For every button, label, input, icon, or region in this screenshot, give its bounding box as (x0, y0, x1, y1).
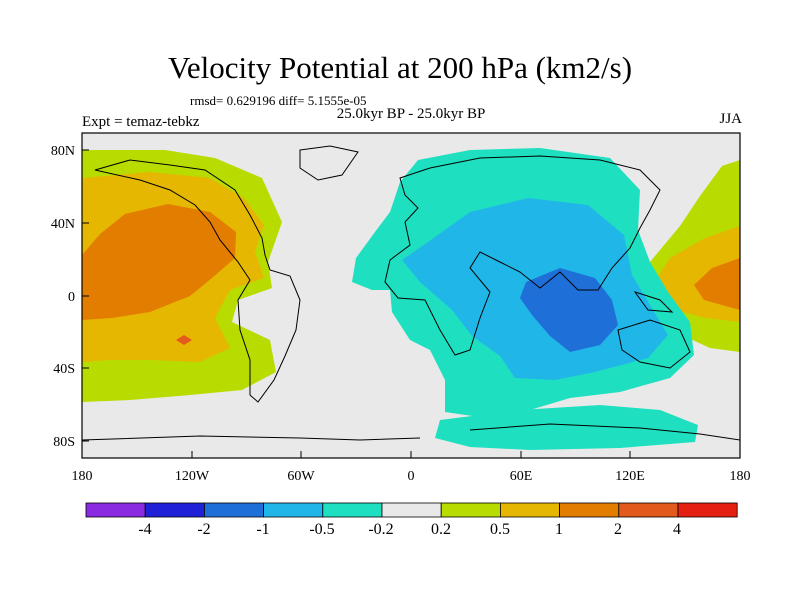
coastlines (82, 145, 740, 441)
map-title: Velocity Potential at 200 hPa (km2/s) (167, 50, 633, 85)
lon-tick-label: 60W (287, 469, 315, 484)
colorbar-label: -4 (138, 521, 151, 538)
colorbar-label: 0.2 (431, 521, 451, 538)
colorbar-box (144, 502, 205, 518)
colorbar-box (322, 502, 383, 518)
colorbar-box (499, 502, 560, 518)
contour-east-minus1 (520, 268, 618, 352)
colorbar (85, 502, 738, 518)
lat-tick-label: 40S (53, 362, 75, 377)
colorbar-box (85, 502, 146, 518)
stats-line: rmsd= 0.629196 diff= 5.1555e-05 (190, 93, 367, 108)
contour-south-minus0.2 (435, 405, 698, 450)
colorbar-box (618, 502, 679, 518)
lat-tick-label: 40N (51, 217, 75, 232)
lon-tick-label: 180 (730, 469, 751, 484)
colorbar-box (677, 502, 738, 518)
axis-ticks (81, 149, 741, 458)
colorbar-box (203, 502, 264, 518)
colorbar-box (263, 502, 324, 518)
period-label: 25.0kyr BP - 25.0kyr BP (336, 106, 486, 122)
colorbar-label: -0.5 (309, 521, 334, 538)
lon-tick-label: 120W (175, 469, 210, 484)
colorbar-label: 2 (614, 521, 622, 538)
colorbar-box (440, 502, 501, 518)
lon-tick-label: 120E (615, 469, 645, 484)
colorbar-box (381, 502, 442, 518)
experiment-label: Expt = temaz-tebkz (82, 114, 200, 130)
contour-pacific-1 (82, 204, 236, 320)
lon-tick-label: 0 (408, 469, 415, 484)
colorbar-label: 4 (673, 521, 681, 538)
colorbar-box (559, 502, 620, 518)
lon-tick-label: 180 (72, 469, 93, 484)
colorbar-label: 1 (555, 521, 563, 538)
colorbar-label: -2 (197, 521, 210, 538)
season-label: JJA (719, 111, 742, 127)
contour-eastpacific-1 (694, 258, 740, 310)
colorbar-label: -1 (256, 521, 269, 538)
contour-pacific-2-spot (176, 335, 192, 345)
lon-tick-label: 60E (510, 469, 533, 484)
colorbar-label: -0.2 (368, 521, 393, 538)
colorbar-label: 0.5 (490, 521, 510, 538)
lat-tick-label: 80N (51, 144, 75, 159)
lat-tick-label: 80S (53, 435, 75, 450)
lat-tick-label: 0 (68, 290, 75, 305)
